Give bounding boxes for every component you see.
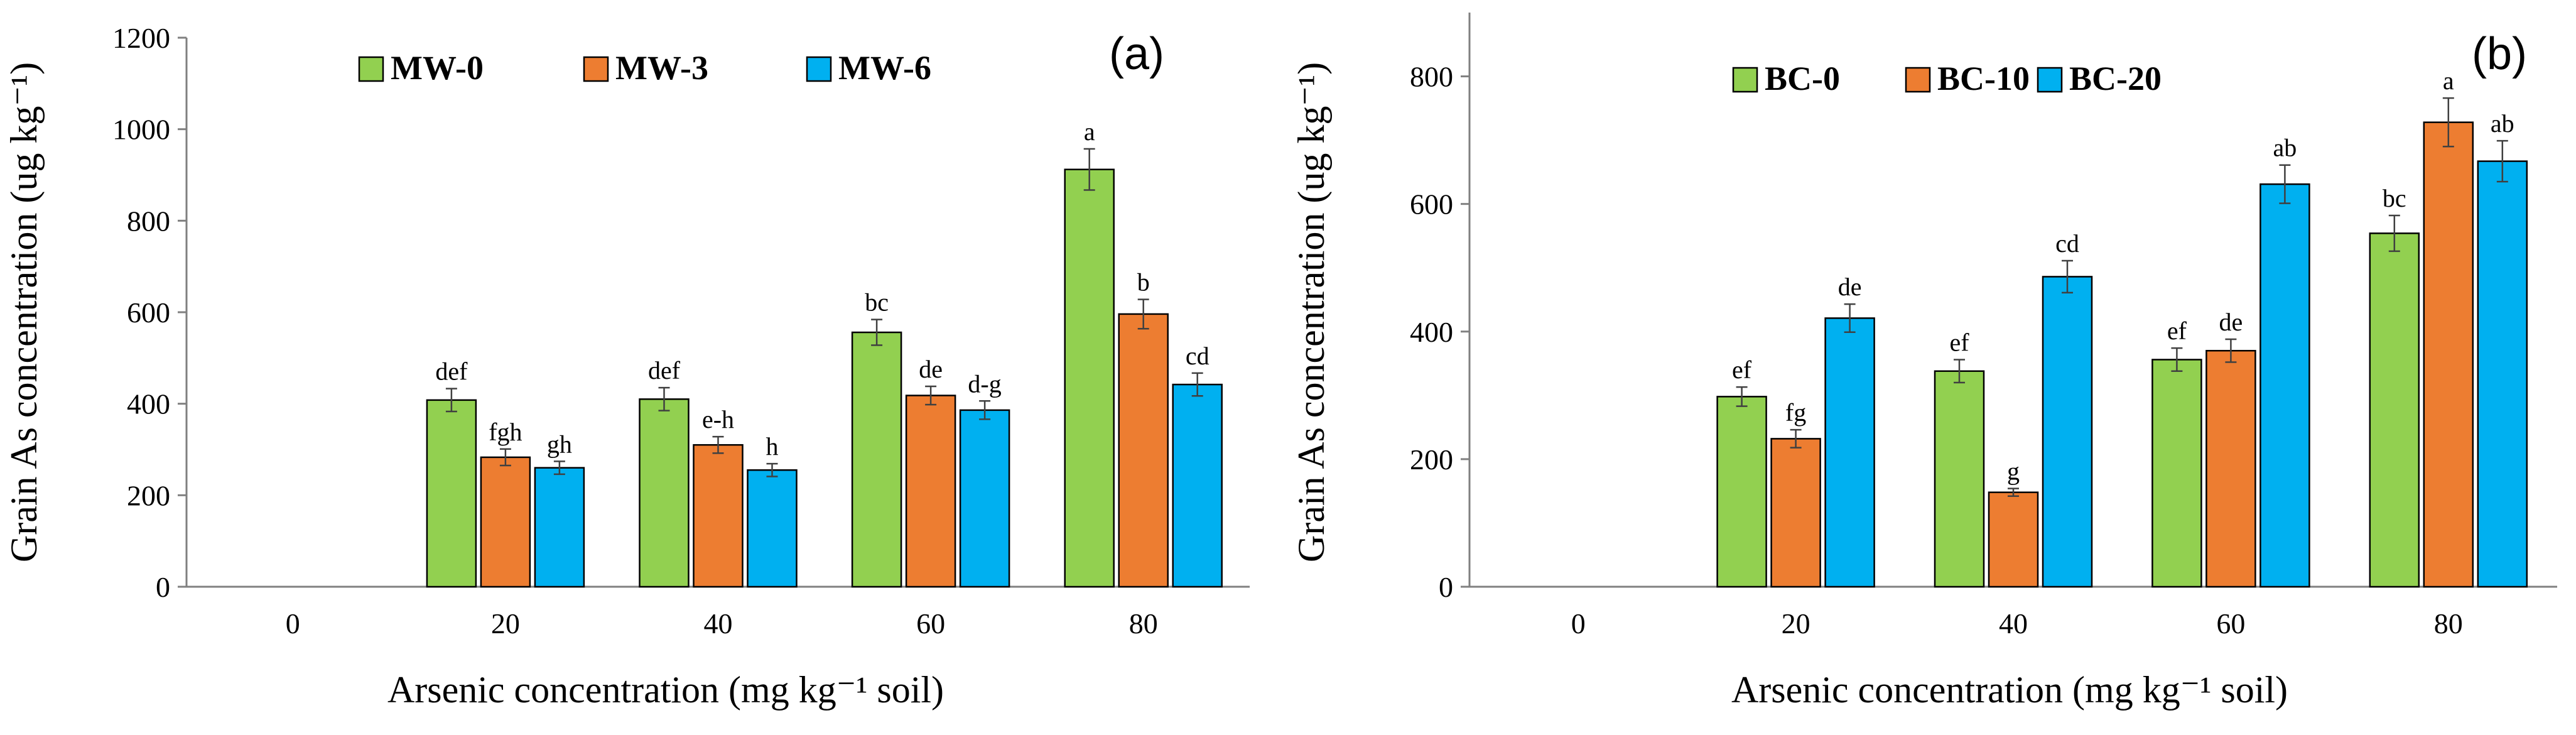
significance-label: ef <box>1949 328 1969 356</box>
y-tick-label: 400 <box>1410 316 1453 348</box>
bar <box>1934 370 1985 588</box>
bar <box>1118 313 1169 588</box>
bar <box>1716 396 1767 588</box>
bar <box>747 469 798 588</box>
significance-label: d-g <box>968 369 1001 398</box>
significance-label: def <box>435 357 468 386</box>
panel-label: (b) <box>2472 29 2527 79</box>
significance-label: bc <box>865 288 889 317</box>
significance-label: ab <box>2491 109 2514 138</box>
significance-label: de <box>919 355 943 383</box>
bar <box>1172 383 1223 588</box>
x-tick-label: 60 <box>2216 607 2245 640</box>
x-tick-label: 80 <box>2434 607 2463 640</box>
panel-label: (a) <box>1109 29 1164 79</box>
significance-label: gh <box>547 430 572 458</box>
x-tick-label: 0 <box>1571 607 1586 640</box>
y-tick-label: 1000 <box>112 114 170 146</box>
significance-label: fgh <box>489 418 522 446</box>
significance-label: a <box>1084 117 1095 146</box>
x-axis-title: Arsenic concentration (mg kg⁻¹ soil) <box>387 669 944 710</box>
significance-label: h <box>766 432 779 460</box>
bar <box>905 395 956 588</box>
y-axis-title: Grain As concentration (ug kg⁻¹) <box>1291 62 1332 562</box>
bar <box>1988 491 2039 588</box>
y-tick-label: 400 <box>127 388 170 420</box>
bar <box>851 331 902 588</box>
y-tick-label: 0 <box>156 571 170 603</box>
chart-panel-b: 0 200 400 600 800 0 20 ef fg de 40 ef g cd 60 ef de ab 80 b… <box>1291 13 2557 710</box>
significance-label: de <box>2219 308 2243 336</box>
significance-label: e-h <box>702 405 734 433</box>
x-tick-label: 80 <box>1129 607 1158 640</box>
bar <box>639 398 690 588</box>
bar <box>426 399 477 588</box>
bar <box>959 409 1010 588</box>
significance-label: ef <box>1732 356 1752 384</box>
significance-label: g <box>2007 457 2020 486</box>
x-tick-label: 0 <box>286 607 300 640</box>
y-tick-label: 800 <box>1410 61 1453 93</box>
significance-label: ef <box>2167 317 2187 345</box>
y-tick-label: 600 <box>127 297 170 329</box>
bar <box>480 456 531 588</box>
significance-label: fg <box>1785 398 1806 427</box>
legend-label: BC-20 <box>2069 60 2162 97</box>
bar <box>534 467 585 588</box>
legend-swatch <box>583 56 609 82</box>
significance-label: de <box>1838 273 1862 301</box>
bar <box>1770 438 1821 588</box>
x-tick-label: 40 <box>704 607 733 640</box>
significance-label: def <box>648 356 681 384</box>
legend-swatch <box>1732 67 1758 93</box>
x-tick-label: 40 <box>1999 607 2028 640</box>
x-tick-label: 60 <box>916 607 945 640</box>
bar <box>2369 232 2420 588</box>
legend-label: MW-6 <box>838 49 931 87</box>
bar <box>2205 349 2256 588</box>
y-tick-label: 0 <box>1439 571 1453 603</box>
bar <box>2423 121 2474 588</box>
significance-label: ab <box>2273 134 2297 162</box>
y-tick-label: 200 <box>1410 444 1453 476</box>
y-tick-label: 1200 <box>112 22 170 54</box>
legend-swatch <box>358 56 384 82</box>
bar <box>2259 183 2310 588</box>
significance-label: b <box>1137 268 1150 297</box>
legend-swatch <box>1905 67 1931 93</box>
bar <box>1824 317 1875 588</box>
legend-label: MW-0 <box>391 49 484 87</box>
legend-label: MW-3 <box>615 49 708 87</box>
legend-swatch <box>806 56 832 82</box>
bar <box>2477 160 2528 588</box>
bar <box>1064 168 1115 588</box>
x-axis-title: Arsenic concentration (mg kg⁻¹ soil) <box>1731 669 2288 710</box>
legend-label: BC-0 <box>1765 60 1840 97</box>
y-tick-label: 600 <box>1410 188 1453 220</box>
significance-label: bc <box>2383 184 2406 212</box>
x-tick-label: 20 <box>1782 607 1810 640</box>
bar <box>2151 359 2202 588</box>
bar <box>693 444 744 588</box>
y-tick-label: 200 <box>127 479 170 511</box>
y-tick-label: 800 <box>127 205 170 237</box>
chart-panel-a: 0 200 400 600 800 1000 1200 0 20 def fgh gh 40 def e-h… <box>3 22 1250 710</box>
y-axis-title: Grain As concentration (ug kg⁻¹) <box>3 62 45 562</box>
significance-label: cd <box>2055 229 2079 258</box>
bar <box>2042 276 2093 588</box>
legend-label: BC-10 <box>1937 60 2030 97</box>
x-tick-label: 20 <box>491 607 520 640</box>
significance-label: a <box>2443 67 2454 95</box>
significance-label: cd <box>1186 342 1210 370</box>
legend-swatch <box>2037 67 2063 93</box>
